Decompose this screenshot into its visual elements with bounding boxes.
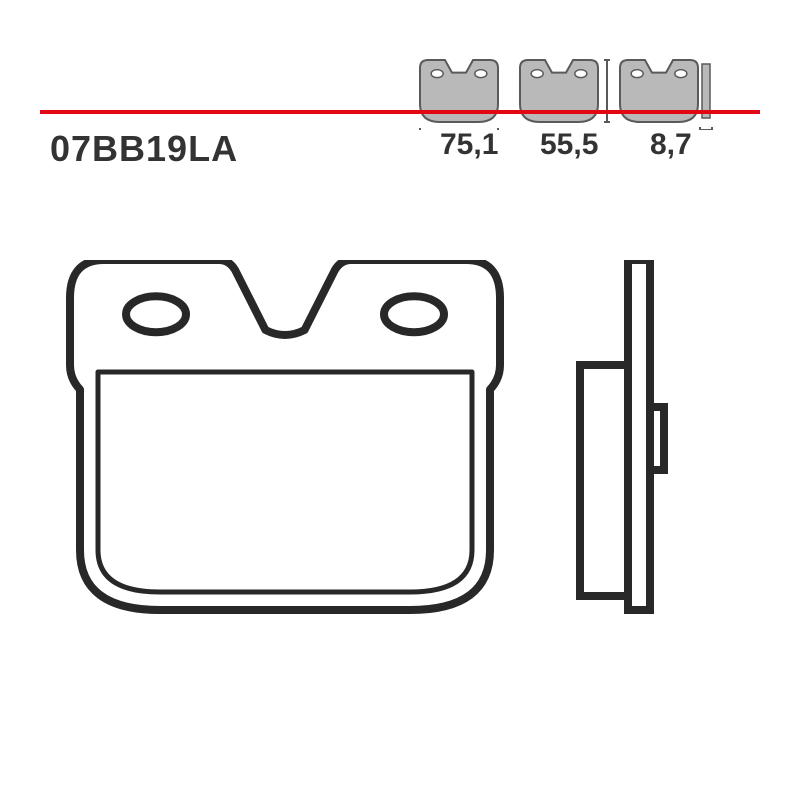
product-code: 07BB19LA bbox=[50, 128, 238, 170]
dim-thickness: 8,7 bbox=[650, 128, 692, 162]
header-icons bbox=[0, 30, 800, 130]
red-divider bbox=[40, 110, 760, 114]
dim-width: 75,1 bbox=[440, 128, 498, 162]
dim-height: 55,5 bbox=[540, 128, 598, 162]
technical-drawing bbox=[0, 260, 800, 800]
page: 07BB19LA 75,1 55,5 8,7 bbox=[0, 0, 800, 800]
